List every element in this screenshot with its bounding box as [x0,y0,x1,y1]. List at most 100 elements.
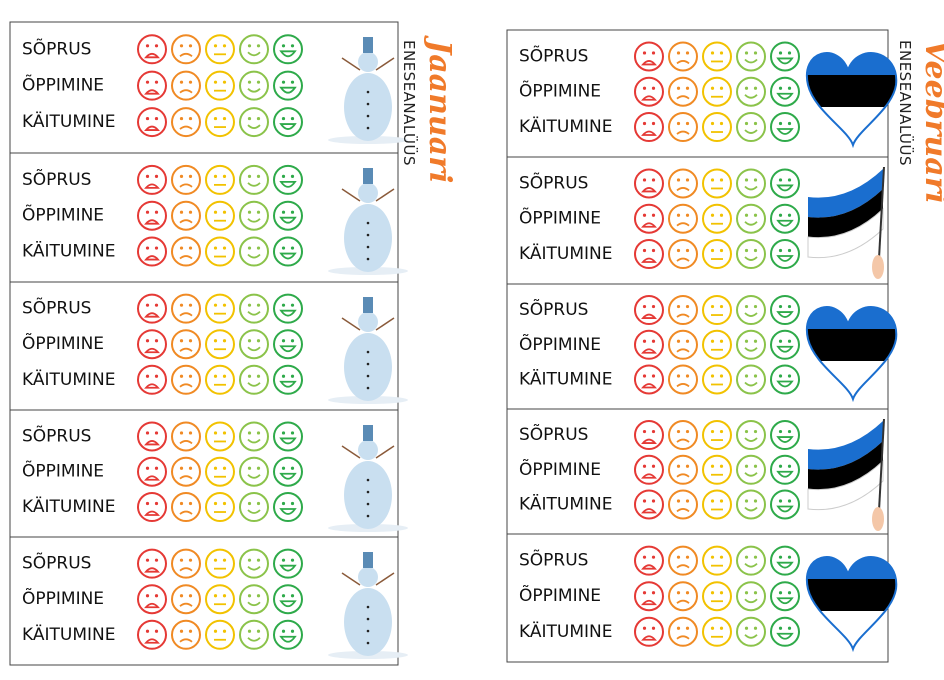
face-outline [770,239,800,270]
face-outline [634,329,664,360]
snowman-body [344,204,392,272]
face-outline [205,619,235,650]
mood-face [137,456,167,487]
eye [179,44,184,48]
row-label: SÕPRUS [519,298,588,320]
mood-face [273,584,303,615]
mood-face [770,112,800,143]
eye [710,51,715,55]
mood-face [273,34,303,65]
mood-face [736,76,766,107]
mood-face [702,329,732,360]
eye [213,246,218,250]
face-outline [668,203,698,234]
face-outline [634,112,664,143]
eye [281,339,286,343]
mouth [641,383,657,389]
mood-face [239,236,269,267]
face-outline [770,364,800,395]
eye [710,626,715,630]
mood-face [702,581,732,612]
face-outline [634,616,664,647]
face-outline [137,164,167,195]
mood-face [634,168,664,199]
face-outline [634,581,664,612]
eye [778,121,783,126]
eye [188,80,193,84]
mouth [144,125,160,131]
face-outline [702,295,732,326]
eye [256,174,261,178]
mood-face [702,203,732,234]
face-outline [273,164,303,195]
eye [787,339,792,343]
face-outline [273,107,303,138]
flag-blue [808,169,883,218]
eye [154,431,159,435]
mood-face [171,34,201,65]
face-outline [668,489,698,520]
snowman [328,168,408,275]
row-label: KÄITUMINE [519,243,612,264]
eye [676,51,681,55]
face-outline [273,364,303,395]
eye [213,629,218,633]
snowman-button [366,114,370,118]
eye [744,178,749,182]
mood-face [668,112,698,143]
eye [744,374,749,378]
eye [753,339,758,343]
mood-face [634,581,664,612]
mouth [641,473,657,479]
mouth [179,89,193,94]
eye [685,121,690,126]
mood-face [171,456,201,487]
snowman-button [366,502,370,506]
mood-face [205,584,235,615]
face-outline [668,41,698,72]
face-outline [668,112,698,143]
snowman-hat [363,37,373,53]
eye [710,178,715,182]
face-outline [634,489,664,520]
flag-black [806,75,897,107]
eye [719,591,724,595]
face-outline [205,200,235,231]
face-outline [770,295,800,326]
face-outline [736,545,766,576]
mouth [744,472,758,477]
eye [778,339,783,343]
mood-face [239,584,269,615]
mood-face [770,489,800,520]
eye [154,116,159,121]
eye [651,429,656,434]
face-outline [668,545,698,576]
snowman-hat [363,552,373,568]
eye [213,303,218,307]
mood-face [239,421,269,452]
eye [179,431,184,435]
eye [744,304,749,309]
mood-face [702,616,732,647]
subtitle: ENESEANALÜÜS [896,40,915,166]
eye [213,431,218,435]
mood-face [137,200,167,231]
mouth [676,257,690,262]
eye [290,558,295,562]
row-label: ÕPPIMINE [22,204,104,226]
eye [719,178,724,182]
mood-face [634,41,664,72]
face-outline [702,239,732,270]
eye [145,501,150,506]
eye [222,303,227,307]
face-outline [205,584,235,615]
mouth [776,92,794,100]
eye [256,339,261,343]
mouth [641,564,657,570]
eye [290,339,295,343]
mood-face [702,168,732,199]
face-outline [736,239,766,270]
mouth [676,95,690,100]
eye [290,466,295,470]
mood-face [205,70,235,101]
